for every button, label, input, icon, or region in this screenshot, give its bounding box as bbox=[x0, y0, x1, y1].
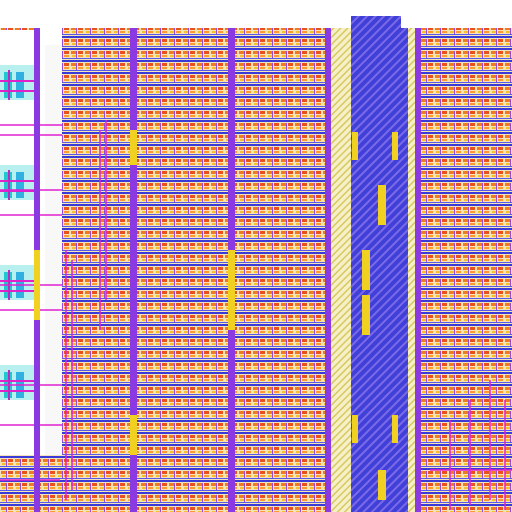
macro-column bbox=[351, 28, 408, 512]
macro-top bbox=[351, 16, 401, 30]
via-blocks bbox=[34, 130, 398, 500]
cell-array bbox=[420, 28, 512, 512]
spacer-column bbox=[408, 28, 415, 512]
cell-array bbox=[0, 455, 62, 512]
cell-array bbox=[62, 28, 330, 512]
gap bbox=[45, 45, 62, 455]
routing bbox=[0, 120, 512, 510]
spacer-column bbox=[331, 28, 351, 512]
